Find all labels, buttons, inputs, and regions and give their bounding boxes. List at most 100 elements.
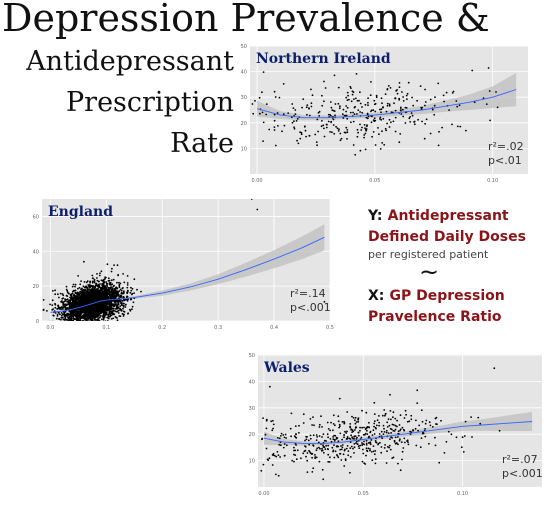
data-point — [93, 311, 96, 314]
data-point — [328, 461, 331, 463]
data-point — [62, 318, 65, 321]
data-point — [309, 434, 312, 437]
data-point — [310, 105, 313, 108]
data-point — [68, 310, 71, 313]
data-point — [110, 294, 113, 296]
data-point — [393, 430, 396, 432]
data-point — [106, 308, 109, 311]
data-point — [82, 320, 85, 321]
data-point — [295, 458, 298, 461]
data-point — [69, 293, 72, 296]
data-point — [320, 415, 322, 418]
data-point — [276, 450, 279, 453]
x-tick-label: 0.05 — [369, 178, 380, 184]
data-point — [341, 438, 343, 441]
data-point — [126, 300, 129, 302]
data-point — [90, 320, 93, 321]
data-point — [327, 436, 329, 439]
data-point — [76, 312, 79, 315]
data-point — [122, 290, 125, 293]
data-point — [68, 323, 70, 325]
data-point — [79, 324, 81, 326]
data-point — [103, 308, 106, 310]
data-point — [372, 349, 374, 351]
data-point — [391, 423, 394, 426]
data-point — [365, 454, 367, 457]
data-point — [109, 283, 112, 286]
data-point — [75, 330, 77, 332]
y-tick-label: 50 — [249, 353, 255, 359]
data-point — [382, 424, 385, 427]
data-point — [104, 290, 107, 292]
data-point — [265, 427, 268, 430]
data-point — [65, 285, 68, 288]
data-point — [343, 422, 346, 425]
data-point — [407, 441, 409, 443]
data-point — [57, 306, 60, 308]
data-point — [329, 131, 331, 133]
data-point — [477, 416, 480, 419]
panel-title: England — [48, 204, 113, 220]
data-point — [322, 478, 325, 481]
data-point — [316, 447, 319, 450]
data-point — [420, 409, 423, 412]
data-point — [364, 103, 367, 106]
data-point — [394, 97, 396, 99]
data-point — [373, 425, 375, 428]
data-point — [262, 71, 265, 73]
data-point — [79, 291, 81, 293]
data-point — [69, 329, 71, 331]
data-point — [69, 313, 72, 315]
data-point — [85, 295, 88, 298]
data-point — [89, 294, 91, 297]
data-point — [333, 132, 336, 135]
data-point — [119, 288, 122, 291]
data-point — [89, 324, 91, 326]
data-point — [52, 290, 54, 292]
data-point — [57, 326, 59, 328]
data-point — [364, 132, 367, 135]
data-point — [273, 90, 276, 93]
data-point — [373, 413, 376, 415]
data-point — [391, 457, 394, 459]
data-point — [77, 298, 80, 301]
data-point — [380, 446, 383, 448]
data-point — [74, 291, 77, 294]
data-point — [419, 85, 422, 87]
data-point — [100, 296, 102, 298]
data-point — [394, 436, 397, 439]
data-point — [102, 290, 104, 293]
data-point — [337, 102, 340, 105]
data-point — [352, 120, 355, 123]
data-point — [65, 288, 68, 291]
y-tick-label: 10 — [241, 146, 247, 152]
data-point — [254, 100, 256, 102]
data-point — [385, 129, 387, 132]
x-label-part-1: GP Depression — [389, 288, 505, 304]
data-point — [122, 302, 124, 305]
data-point — [429, 424, 432, 427]
data-point — [378, 133, 380, 136]
data-point — [332, 124, 335, 126]
data-point — [102, 281, 105, 283]
data-point — [277, 125, 279, 127]
data-point — [295, 444, 297, 446]
data-point — [394, 428, 397, 431]
data-point — [269, 385, 271, 388]
data-point — [392, 424, 395, 426]
data-point — [105, 296, 108, 299]
data-point — [310, 88, 312, 91]
data-point — [84, 324, 86, 326]
data-point — [63, 313, 65, 316]
data-point — [361, 460, 364, 463]
data-point — [290, 435, 292, 438]
data-point — [89, 312, 92, 315]
data-point — [95, 327, 97, 329]
data-point — [115, 293, 117, 295]
y-legend-line-1: Y: Antidepressant — [368, 205, 540, 226]
data-point — [82, 294, 85, 296]
data-point — [73, 312, 76, 315]
title-line-2: Antidepressant — [26, 46, 234, 77]
data-point — [371, 459, 374, 462]
data-point — [275, 473, 277, 476]
